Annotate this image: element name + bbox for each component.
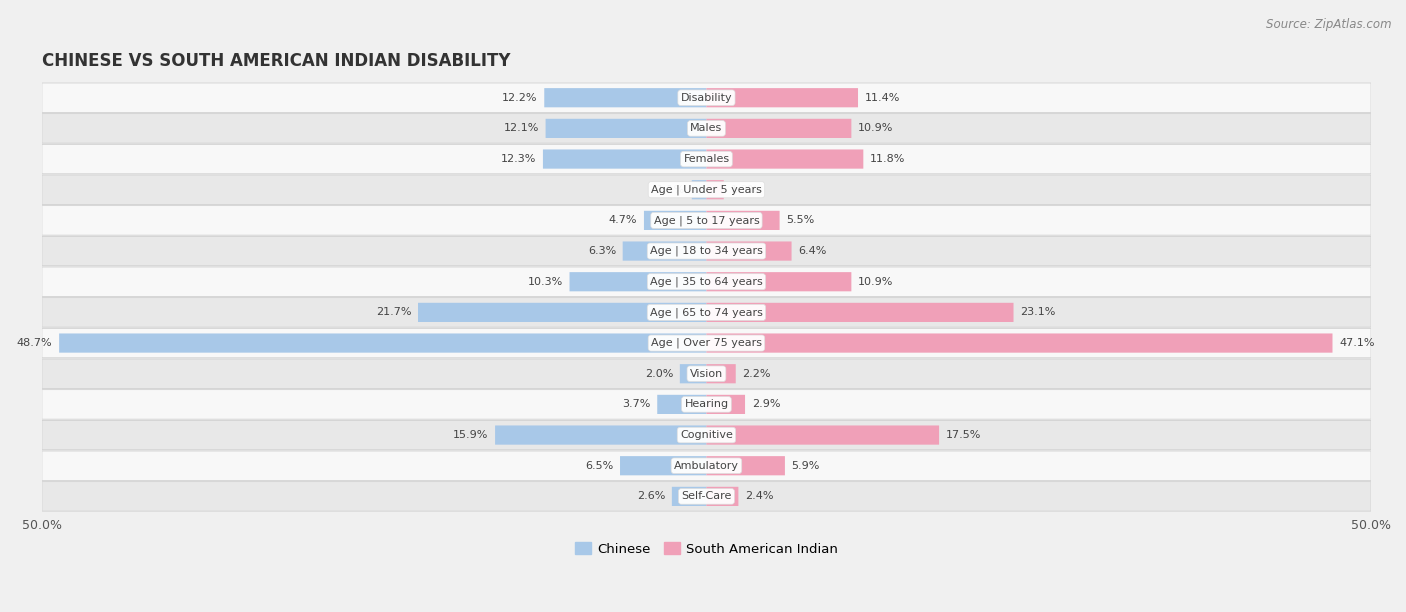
FancyBboxPatch shape [42,114,1371,143]
FancyBboxPatch shape [42,206,1371,235]
Text: 2.6%: 2.6% [637,491,665,501]
FancyBboxPatch shape [672,487,706,506]
FancyBboxPatch shape [706,272,852,291]
Text: 47.1%: 47.1% [1339,338,1375,348]
FancyBboxPatch shape [706,487,738,506]
Text: 1.3%: 1.3% [730,185,759,195]
Text: 11.4%: 11.4% [865,93,900,103]
FancyBboxPatch shape [681,364,706,383]
Text: Source: ZipAtlas.com: Source: ZipAtlas.com [1267,18,1392,31]
Text: 2.4%: 2.4% [745,491,773,501]
Text: Age | Over 75 years: Age | Over 75 years [651,338,762,348]
Text: Disability: Disability [681,93,733,103]
Text: 2.2%: 2.2% [742,369,770,379]
Text: Vision: Vision [690,369,723,379]
Text: Age | 18 to 34 years: Age | 18 to 34 years [650,246,763,256]
Text: 2.0%: 2.0% [645,369,673,379]
FancyBboxPatch shape [706,364,735,383]
Text: 10.9%: 10.9% [858,277,893,287]
Text: 5.5%: 5.5% [786,215,814,225]
FancyBboxPatch shape [569,272,706,291]
Text: 6.3%: 6.3% [588,246,616,256]
Text: 5.9%: 5.9% [792,461,820,471]
Text: 10.3%: 10.3% [527,277,562,287]
FancyBboxPatch shape [706,303,1014,322]
FancyBboxPatch shape [706,149,863,169]
Text: Females: Females [683,154,730,164]
FancyBboxPatch shape [706,334,1333,353]
Text: Hearing: Hearing [685,400,728,409]
FancyBboxPatch shape [706,242,792,261]
FancyBboxPatch shape [42,390,1371,419]
FancyBboxPatch shape [546,119,706,138]
FancyBboxPatch shape [623,242,706,261]
FancyBboxPatch shape [620,456,706,476]
Text: 12.1%: 12.1% [503,124,538,133]
Text: Ambulatory: Ambulatory [673,461,740,471]
Text: 17.5%: 17.5% [946,430,981,440]
FancyBboxPatch shape [42,329,1371,358]
Legend: Chinese, South American Indian: Chinese, South American Indian [569,537,844,561]
FancyBboxPatch shape [42,236,1371,266]
FancyBboxPatch shape [42,267,1371,296]
FancyBboxPatch shape [543,149,706,169]
FancyBboxPatch shape [418,303,706,322]
FancyBboxPatch shape [59,334,706,353]
FancyBboxPatch shape [706,211,779,230]
FancyBboxPatch shape [644,211,706,230]
Text: Age | 35 to 64 years: Age | 35 to 64 years [650,277,763,287]
Text: 23.1%: 23.1% [1021,307,1056,318]
FancyBboxPatch shape [706,180,724,200]
Text: Age | Under 5 years: Age | Under 5 years [651,184,762,195]
Text: 48.7%: 48.7% [17,338,52,348]
Text: 15.9%: 15.9% [453,430,488,440]
Text: Age | 65 to 74 years: Age | 65 to 74 years [650,307,763,318]
Text: 21.7%: 21.7% [375,307,412,318]
FancyBboxPatch shape [42,451,1371,480]
Text: 10.9%: 10.9% [858,124,893,133]
Text: Cognitive: Cognitive [681,430,733,440]
Text: 1.1%: 1.1% [657,185,685,195]
FancyBboxPatch shape [495,425,706,445]
FancyBboxPatch shape [706,88,858,107]
Text: 6.4%: 6.4% [799,246,827,256]
Text: 6.5%: 6.5% [585,461,613,471]
Text: CHINESE VS SOUTH AMERICAN INDIAN DISABILITY: CHINESE VS SOUTH AMERICAN INDIAN DISABIL… [42,52,510,70]
Text: Self-Care: Self-Care [682,491,731,501]
FancyBboxPatch shape [544,88,706,107]
Text: 4.7%: 4.7% [609,215,637,225]
Text: Age | 5 to 17 years: Age | 5 to 17 years [654,215,759,226]
FancyBboxPatch shape [42,144,1371,174]
Text: 11.8%: 11.8% [870,154,905,164]
Text: 12.3%: 12.3% [501,154,536,164]
Text: 2.9%: 2.9% [752,400,780,409]
FancyBboxPatch shape [657,395,706,414]
Text: 12.2%: 12.2% [502,93,537,103]
FancyBboxPatch shape [42,297,1371,327]
FancyBboxPatch shape [42,420,1371,450]
Text: Males: Males [690,124,723,133]
FancyBboxPatch shape [42,175,1371,204]
FancyBboxPatch shape [42,83,1371,113]
FancyBboxPatch shape [42,482,1371,511]
FancyBboxPatch shape [706,425,939,445]
FancyBboxPatch shape [692,180,706,200]
FancyBboxPatch shape [706,456,785,476]
Text: 3.7%: 3.7% [623,400,651,409]
FancyBboxPatch shape [706,119,852,138]
FancyBboxPatch shape [42,359,1371,389]
FancyBboxPatch shape [706,395,745,414]
